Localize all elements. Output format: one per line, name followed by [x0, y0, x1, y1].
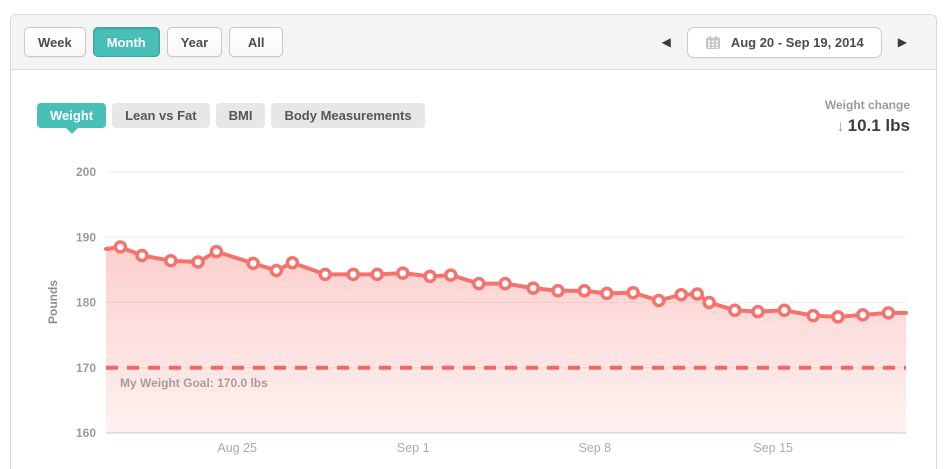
data-point-marker[interactable] [806, 308, 820, 323]
weight-change-value: 10.1 lbs [847, 116, 910, 135]
weight-area-fill [106, 247, 906, 433]
weight-change-label: Weight change [824, 98, 910, 112]
y-axis-tick-label: 190 [76, 230, 96, 244]
tab-lean-vs-fat[interactable]: Lean vs Fat [112, 103, 210, 128]
data-point-marker[interactable] [472, 276, 486, 291]
data-point-marker[interactable] [164, 253, 178, 268]
tab-body-measurements[interactable]: Body Measurements [271, 103, 425, 128]
data-point-marker[interactable] [751, 304, 765, 319]
range-button-week[interactable]: Week [24, 27, 86, 57]
data-point-marker[interactable] [526, 281, 540, 295]
time-range-button-group: Week Month Year All [24, 27, 284, 57]
calendar-icon [705, 35, 721, 50]
right-arrow-icon: ▶ [897, 35, 907, 49]
prev-period-button[interactable]: ◀ [657, 32, 676, 52]
data-point-marker[interactable] [674, 287, 688, 302]
tab-weight-label: Weight [50, 108, 94, 123]
down-arrow-icon: ↓ [836, 118, 845, 135]
data-point-marker[interactable] [690, 287, 704, 301]
date-range-label: Aug 20 - Sep 19, 2014 [730, 34, 864, 50]
y-axis-tick-label: 170 [76, 361, 96, 375]
data-point-marker[interactable] [396, 266, 410, 280]
x-axis-tick-label: Aug 25 [217, 441, 257, 455]
x-axis-tick-label: Sep 1 [397, 441, 430, 455]
data-point-marker[interactable] [191, 255, 205, 269]
data-point-marker[interactable] [444, 268, 458, 282]
next-period-button[interactable]: ▶ [893, 32, 912, 52]
data-point-marker[interactable] [346, 267, 360, 282]
active-tab-caret [65, 128, 78, 134]
data-point-marker[interactable] [856, 308, 870, 322]
y-axis-tick-label: 180 [76, 296, 96, 310]
metric-tabs: Weight Lean vs Fat BMI Body Measurements [37, 103, 425, 134]
weight-line [104, 245, 908, 319]
data-point-marker[interactable] [423, 269, 437, 284]
date-range-picker[interactable]: Aug 20 - Sep 19, 2014 [686, 26, 882, 58]
data-point-marker[interactable] [652, 293, 666, 308]
data-point-marker[interactable] [113, 240, 128, 254]
data-point-marker[interactable] [551, 284, 565, 298]
data-point-marker[interactable] [370, 267, 384, 282]
date-navigator: ◀ Aug 20 - Sep 19, 2014 [657, 26, 912, 58]
data-point-marker[interactable] [135, 248, 149, 263]
y-axis-title: Pounds [46, 280, 60, 324]
toolbar: Week Month Year All ◀ [11, 15, 936, 70]
data-point-marker[interactable] [600, 286, 614, 301]
data-point-marker[interactable] [881, 306, 896, 320]
data-point-marker[interactable] [285, 255, 300, 270]
y-axis-tick-label: 200 [76, 165, 96, 179]
data-point-marker[interactable] [831, 310, 845, 324]
data-point-marker[interactable] [777, 303, 792, 318]
data-point-marker[interactable] [626, 285, 640, 300]
tab-bmi[interactable]: BMI [215, 103, 266, 128]
data-point-marker[interactable] [246, 256, 260, 271]
data-point-marker[interactable] [728, 303, 742, 318]
x-axis-tick-label: Sep 8 [578, 441, 611, 455]
range-button-all[interactable]: All [229, 27, 284, 57]
weight-goal-label: My Weight Goal: 170.0 lbs [120, 376, 268, 390]
range-button-year[interactable]: Year [166, 27, 223, 57]
weight-change-summary: Weight change ↓ 10.1 lbs [825, 98, 910, 136]
tab-weight[interactable]: Weight [37, 103, 107, 134]
y-axis-tick-label: 160 [76, 426, 96, 440]
data-point-marker[interactable] [498, 276, 512, 291]
data-point-marker[interactable] [577, 284, 592, 298]
data-point-marker[interactable] [702, 295, 716, 310]
x-axis-tick-label: Sep 15 [753, 441, 793, 455]
data-point-marker[interactable] [209, 244, 224, 259]
data-point-marker[interactable] [318, 267, 332, 282]
left-arrow-icon: ◀ [661, 35, 671, 49]
weight-change-value-row: ↓ 10.1 lbs [825, 116, 910, 136]
weight-chart: 200 190 180 170 160 Aug 25 Sep 1 Sep 8 Sep 15 Pou… [46, 165, 908, 455]
range-button-month[interactable]: Month [92, 27, 160, 57]
data-point-marker[interactable] [269, 263, 284, 278]
